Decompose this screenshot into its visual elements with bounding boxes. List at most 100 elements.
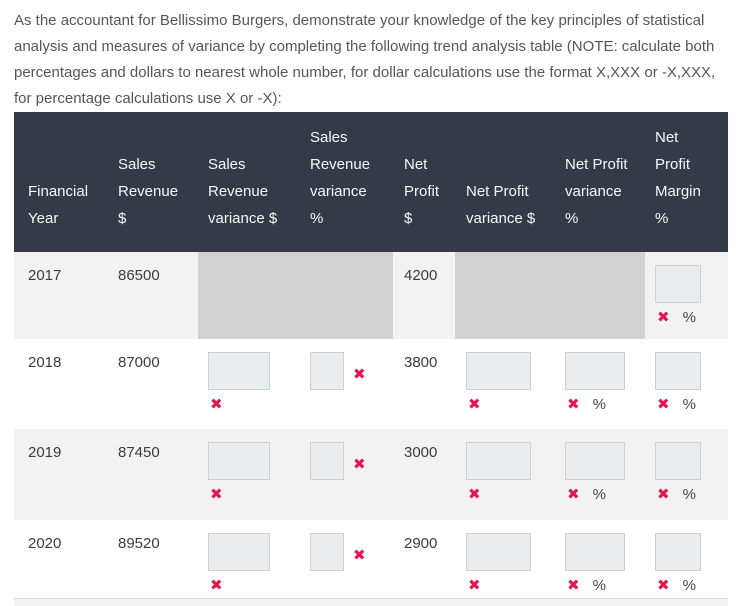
input-net-profit-variance-percent-2019[interactable] (565, 442, 625, 480)
input-net-profit-variance-dollar-2019[interactable] (466, 442, 531, 480)
feedback-marks: ✖ (466, 487, 555, 502)
input-sales-revenue-variance-dollar-2018[interactable] (208, 352, 270, 390)
percent-label: % (592, 577, 606, 594)
feedback-marks: ✖ % (655, 485, 716, 503)
sales-revenue-value: 86500 (118, 267, 160, 284)
feedback-marks: ✖ (208, 578, 300, 593)
incorrect-icon: ✖ (657, 485, 670, 503)
incorrect-icon: ✖ (468, 576, 481, 594)
incorrect-icon: ✖ (468, 485, 481, 503)
incorrect-icon: ✖ (468, 395, 481, 413)
net-profit-variance-percent-cell: ✖ % (555, 429, 645, 520)
feedback-marks: ✖ (466, 578, 555, 593)
net-profit-variance-dollar-cell: ✖ (455, 520, 555, 598)
incorrect-icon: ✖ (567, 485, 580, 503)
feedback-marks: ✖ (208, 397, 300, 412)
sales-revenue-value: 87450 (118, 444, 160, 461)
net-profit-value: 3800 (404, 354, 438, 371)
feedback-marks: ✖ % (565, 395, 645, 413)
sales-revenue-variance-dollar-cell: ✖ (198, 429, 300, 520)
input-sales-revenue-variance-dollar-2020[interactable] (208, 533, 270, 571)
net-profit-margin-cell: ✖ % (645, 520, 728, 598)
net-profit-value: 3000 (404, 444, 438, 461)
table-row-2018: 2018 87000 ✖ ✖ 3800 ✖ (14, 339, 728, 429)
feedback-marks: ✖ % (655, 576, 716, 594)
net-profit-variance-dollar-cell: ✖ (455, 339, 555, 429)
feedback-marks: ✖ % (565, 576, 645, 594)
net-profit-variance-percent-cell: ✖ % (555, 339, 645, 429)
feedback-marks: ✖ % (565, 485, 645, 503)
feedback-marks: ✖ (208, 487, 300, 502)
sales-revenue-value: 89520 (118, 535, 160, 552)
column-header-net-profit: Net Profit $ (404, 156, 440, 227)
incorrect-icon: ✖ (657, 308, 670, 326)
input-net-profit-variance-dollar-2020[interactable] (466, 533, 531, 571)
sales-revenue-variance-percent-cell: ✖ (300, 429, 393, 520)
table-row-2019: 2019 87450 ✖ ✖ 3000 ✖ (14, 429, 728, 520)
percent-label: % (592, 486, 606, 503)
trend-analysis-table: Financial Year Sales Revenue $ Sales Rev… (14, 112, 728, 598)
disabled-cell-net-profit-variance-dollar-2017 (455, 252, 555, 339)
column-header-sales-revenue: Sales Revenue $ (118, 156, 179, 227)
incorrect-icon: ✖ (567, 395, 580, 413)
incorrect-icon: ✖ (210, 395, 223, 413)
incorrect-icon: ✖ (353, 365, 366, 383)
input-sales-revenue-variance-dollar-2019[interactable] (208, 442, 270, 480)
incorrect-icon: ✖ (657, 576, 670, 594)
feedback-marks: ✖ (466, 397, 555, 412)
input-net-profit-variance-percent-2018[interactable] (565, 352, 625, 390)
column-header-net-profit-variance-percent: Net Profit variance % (565, 156, 628, 227)
input-net-profit-variance-dollar-2018[interactable] (466, 352, 531, 390)
net-profit-margin-cell: ✖ % (645, 339, 728, 429)
input-net-profit-margin-2017[interactable] (655, 265, 701, 303)
net-profit-margin-cell: ✖ % (645, 429, 728, 520)
sales-revenue-value: 87000 (118, 354, 160, 371)
year-value: 2020 (28, 535, 62, 552)
net-profit-margin-cell: ✖ % (645, 252, 728, 339)
incorrect-icon: ✖ (567, 576, 580, 594)
input-net-profit-variance-percent-2020[interactable] (565, 533, 625, 571)
sales-revenue-variance-percent-cell: ✖ (300, 520, 393, 598)
incorrect-icon: ✖ (210, 576, 223, 594)
year-value: 2018 (28, 354, 62, 371)
sales-revenue-variance-percent-cell: ✖ (300, 339, 393, 429)
incorrect-icon: ✖ (657, 395, 670, 413)
column-header-financial-year: Financial Year (28, 183, 89, 227)
input-sales-revenue-variance-percent-2019[interactable] (310, 442, 344, 480)
input-net-profit-margin-2020[interactable] (655, 533, 701, 571)
incorrect-icon: ✖ (353, 455, 366, 473)
net-profit-variance-percent-cell: ✖ % (555, 520, 645, 598)
disabled-cell-sales-revenue-variance-dollar-2017 (198, 252, 300, 339)
net-profit-variance-dollar-cell: ✖ (455, 429, 555, 520)
sales-revenue-variance-dollar-cell: ✖ (198, 520, 300, 598)
feedback-marks: ✖ % (655, 395, 716, 413)
year-value: 2017 (28, 267, 62, 284)
percent-label: % (682, 577, 696, 594)
input-sales-revenue-variance-percent-2018[interactable] (310, 352, 344, 390)
table-row-2017: 2017 86500 4200 ✖ % (14, 252, 728, 339)
feedback-marks: ✖ % (655, 308, 716, 326)
disabled-cell-sales-revenue-variance-percent-2017 (300, 252, 393, 339)
column-header-net-profit-variance-dollar: Net Profit variance $ (466, 183, 536, 227)
sales-revenue-variance-dollar-cell: ✖ (198, 339, 300, 429)
net-profit-value: 2900 (404, 535, 438, 552)
input-net-profit-margin-2018[interactable] (655, 352, 701, 390)
percent-label: % (592, 396, 606, 413)
percent-label: % (682, 396, 696, 413)
percent-label: % (682, 486, 696, 503)
year-value: 2019 (28, 444, 62, 461)
net-profit-value: 4200 (404, 267, 438, 284)
input-sales-revenue-variance-percent-2020[interactable] (310, 533, 344, 571)
column-header-net-profit-margin: Net Profit Margin % (655, 129, 701, 227)
table-row-2020: 2020 89520 ✖ ✖ 2900 ✖ (14, 520, 728, 598)
question-prompt: As the accountant for Bellissimo Burgers… (14, 12, 716, 107)
disabled-cell-net-profit-variance-percent-2017 (555, 252, 645, 339)
incorrect-icon: ✖ (210, 485, 223, 503)
incorrect-icon: ✖ (353, 546, 366, 564)
percent-label: % (682, 309, 696, 326)
column-header-sales-revenue-variance-dollar: Sales Revenue variance $ (208, 156, 278, 227)
next-table-row-partial (14, 598, 728, 606)
input-net-profit-margin-2019[interactable] (655, 442, 701, 480)
column-header-sales-revenue-variance-percent: Sales Revenue variance % (310, 129, 371, 227)
